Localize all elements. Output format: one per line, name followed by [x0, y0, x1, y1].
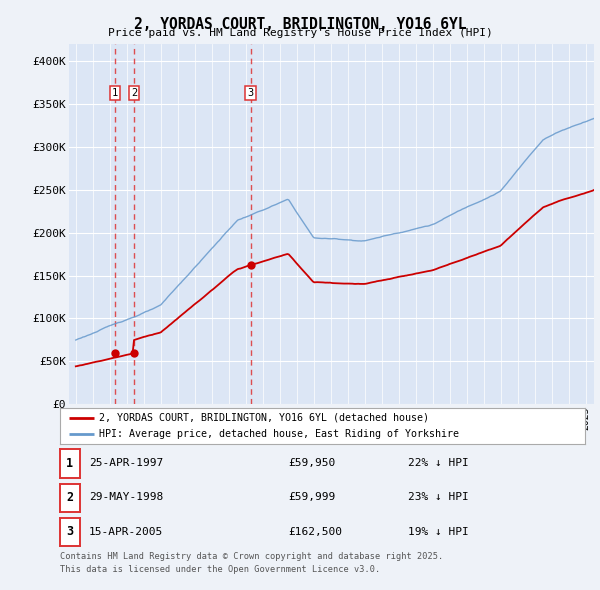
Text: 2, YORDAS COURT, BRIDLINGTON, YO16 6YL (detached house): 2, YORDAS COURT, BRIDLINGTON, YO16 6YL (…: [100, 413, 430, 423]
Text: £59,999: £59,999: [288, 493, 335, 502]
Text: 3: 3: [248, 88, 254, 98]
Text: 23% ↓ HPI: 23% ↓ HPI: [408, 493, 469, 502]
Text: 1: 1: [67, 457, 73, 470]
Text: 19% ↓ HPI: 19% ↓ HPI: [408, 527, 469, 536]
Text: 15-APR-2005: 15-APR-2005: [89, 527, 163, 536]
Text: Contains HM Land Registry data © Crown copyright and database right 2025.: Contains HM Land Registry data © Crown c…: [60, 552, 443, 560]
Text: Price paid vs. HM Land Registry's House Price Index (HPI): Price paid vs. HM Land Registry's House …: [107, 28, 493, 38]
Text: 25-APR-1997: 25-APR-1997: [89, 458, 163, 468]
Text: 2, YORDAS COURT, BRIDLINGTON, YO16 6YL: 2, YORDAS COURT, BRIDLINGTON, YO16 6YL: [134, 17, 466, 31]
Text: 3: 3: [67, 526, 73, 539]
Text: 2: 2: [67, 491, 73, 504]
Text: 1: 1: [112, 88, 118, 98]
Text: £59,950: £59,950: [288, 458, 335, 468]
Text: 22% ↓ HPI: 22% ↓ HPI: [408, 458, 469, 468]
Text: 29-MAY-1998: 29-MAY-1998: [89, 493, 163, 502]
Text: HPI: Average price, detached house, East Riding of Yorkshire: HPI: Average price, detached house, East…: [100, 429, 460, 439]
Text: £162,500: £162,500: [288, 527, 342, 536]
Text: 2: 2: [131, 88, 137, 98]
Text: This data is licensed under the Open Government Licence v3.0.: This data is licensed under the Open Gov…: [60, 565, 380, 573]
